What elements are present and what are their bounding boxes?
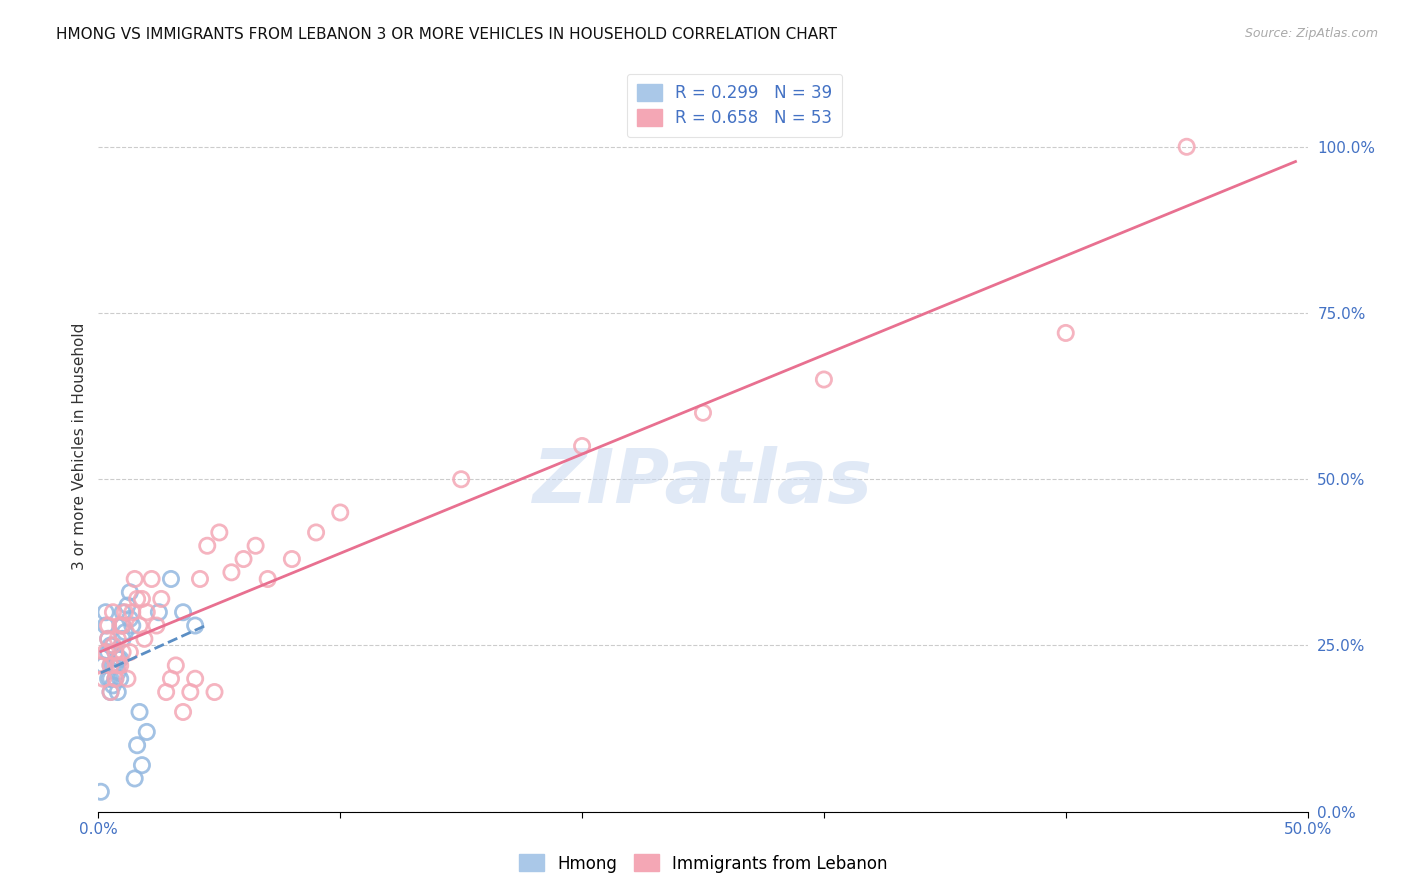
Point — [97, 632, 120, 646]
Point — [155, 685, 177, 699]
Point — [94, 605, 117, 619]
Point — [141, 572, 163, 586]
Point — [100, 685, 122, 699]
Point — [208, 525, 231, 540]
Point — [128, 705, 150, 719]
Point — [329, 506, 352, 520]
Point — [131, 758, 153, 772]
Point — [114, 605, 136, 619]
Point — [145, 618, 167, 632]
Point — [179, 685, 201, 699]
Point — [111, 645, 134, 659]
Point — [160, 572, 183, 586]
Point — [121, 605, 143, 619]
Point — [172, 605, 194, 619]
Point — [104, 658, 127, 673]
Point — [305, 525, 328, 540]
Point — [104, 645, 127, 659]
Point — [107, 685, 129, 699]
Point — [108, 618, 131, 632]
Point — [108, 652, 131, 666]
Point — [184, 672, 207, 686]
Point — [127, 738, 149, 752]
Point — [101, 639, 124, 653]
Point — [108, 672, 131, 686]
Point — [450, 472, 472, 486]
Point — [114, 625, 136, 640]
Point — [97, 672, 120, 686]
Point — [90, 785, 112, 799]
Point — [172, 705, 194, 719]
Point — [97, 645, 120, 659]
Point — [97, 618, 120, 632]
Point — [107, 658, 129, 673]
Point — [160, 672, 183, 686]
Point — [100, 658, 122, 673]
Point — [281, 552, 304, 566]
Point — [97, 632, 120, 646]
Point — [101, 639, 124, 653]
Point — [111, 605, 134, 619]
Point — [107, 665, 129, 679]
Point — [135, 605, 157, 619]
Point — [101, 678, 124, 692]
Point — [131, 591, 153, 606]
Point — [101, 658, 124, 673]
Point — [135, 725, 157, 739]
Point — [94, 618, 117, 632]
Point — [165, 658, 187, 673]
Point — [128, 618, 150, 632]
Point — [184, 618, 207, 632]
Y-axis label: 3 or more Vehicles in Household: 3 or more Vehicles in Household — [72, 322, 87, 570]
Text: ZIPatlas: ZIPatlas — [533, 446, 873, 519]
Point — [188, 572, 211, 586]
Point — [150, 591, 173, 606]
Point — [107, 652, 129, 666]
Point — [111, 632, 134, 646]
Point — [124, 572, 146, 586]
Point — [692, 406, 714, 420]
Point — [90, 658, 112, 673]
Point — [111, 618, 134, 632]
Point — [204, 685, 226, 699]
Point — [117, 599, 139, 613]
Point — [124, 772, 146, 786]
Point — [94, 645, 117, 659]
Text: HMONG VS IMMIGRANTS FROM LEBANON 3 OR MORE VEHICLES IN HOUSEHOLD CORRELATION CHA: HMONG VS IMMIGRANTS FROM LEBANON 3 OR MO… — [56, 27, 837, 42]
Point — [104, 672, 127, 686]
Point — [245, 539, 267, 553]
Point — [121, 618, 143, 632]
Point — [91, 672, 114, 686]
Point — [148, 605, 170, 619]
Point — [118, 585, 141, 599]
Point — [221, 566, 243, 580]
Point — [104, 645, 127, 659]
Point — [232, 552, 254, 566]
Point — [101, 605, 124, 619]
Point — [117, 672, 139, 686]
Legend: R = 0.299   N = 39, R = 0.658   N = 53: R = 0.299 N = 39, R = 0.658 N = 53 — [627, 74, 842, 137]
Point — [111, 618, 134, 632]
Point — [134, 632, 156, 646]
Point — [1175, 140, 1198, 154]
Point — [118, 612, 141, 626]
Point — [195, 539, 218, 553]
Point — [813, 372, 835, 386]
Legend: Hmong, Immigrants from Lebanon: Hmong, Immigrants from Lebanon — [512, 847, 894, 880]
Point — [91, 658, 114, 673]
Point — [100, 658, 122, 673]
Point — [118, 645, 141, 659]
Point — [256, 572, 278, 586]
Point — [1054, 326, 1077, 340]
Point — [100, 685, 122, 699]
Point — [571, 439, 593, 453]
Text: Source: ZipAtlas.com: Source: ZipAtlas.com — [1244, 27, 1378, 40]
Point — [100, 672, 122, 686]
Point — [104, 672, 127, 686]
Point — [127, 591, 149, 606]
Point — [107, 632, 129, 646]
Point — [100, 639, 122, 653]
Point — [108, 658, 131, 673]
